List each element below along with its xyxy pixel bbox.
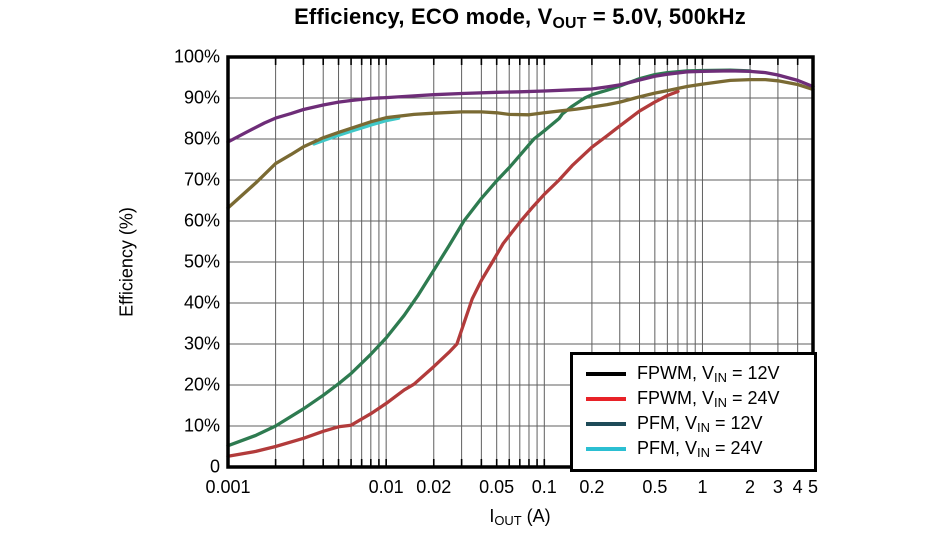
x-tick-label: 4 [792, 477, 803, 497]
curve-pfm-vin-12v [226, 69, 815, 144]
legend-item: FPWM, VIN = 12V [573, 361, 814, 386]
y-tick-label: 100% [173, 46, 220, 67]
x-tick-label: 0.01 [368, 477, 404, 497]
curve-fpwm-vin-24v [226, 89, 680, 458]
y-tick-label: 30% [183, 333, 220, 354]
y-tick-label: 20% [183, 374, 220, 395]
x-tick-label: 3 [772, 477, 783, 497]
x-tick-label: 1 [697, 477, 708, 497]
y-tick-label: 70% [183, 169, 220, 190]
y-tick-label: 40% [183, 292, 220, 313]
legend-swatch-line [586, 371, 626, 376]
legend-box: FPWM, VIN = 12V FPWM, VIN = 24V PFM, VIN =… [570, 352, 817, 472]
x-tick-label: 0.001 [205, 477, 251, 497]
legend-item: PFM, VIN = 12V [573, 411, 814, 436]
y-tick-label: 80% [183, 128, 220, 149]
legend-label: FPWM, VIN = 12V [637, 363, 780, 386]
x-tick-label: 0.2 [579, 477, 605, 497]
x-axis-title: IOUT (A) [489, 506, 551, 529]
y-tick-label: 10% [183, 415, 220, 436]
legend-label: PFM, VIN = 12V [637, 413, 763, 436]
x-tick-label: 2 [745, 477, 756, 497]
legend-swatch-line [586, 421, 626, 426]
chart-title: Efficiency, ECO mode, VOUT = 5.0V, 500kH… [294, 4, 746, 32]
x-tick-label: 0.05 [479, 477, 515, 497]
y-tick-label: 60% [183, 210, 220, 231]
y-tick-label: 50% [183, 251, 220, 272]
legend-label: PFM, VIN = 24V [637, 438, 763, 461]
y-tick-label: 90% [183, 87, 220, 108]
x-tick-label: 0.1 [531, 477, 557, 497]
legend-swatch-line [586, 396, 626, 401]
x-tick-label: 0.5 [642, 477, 668, 497]
x-tick-label: 5 [807, 477, 819, 497]
legend-item: PFM, VIN = 24V [573, 436, 814, 461]
curve-pfm-vin-24v [226, 77, 815, 210]
x-tick-label: 0.02 [416, 477, 452, 497]
plot-border [226, 55, 815, 469]
legend-item: FPWM, VIN = 24V [573, 386, 814, 411]
y-tick-label: 0 [209, 456, 220, 477]
legend-label: FPWM, VIN = 24V [637, 388, 780, 411]
legend-swatch-line [586, 446, 626, 451]
curve-pfm-vin-24v-cyan-segment [312, 116, 401, 146]
curves [226, 68, 815, 458]
